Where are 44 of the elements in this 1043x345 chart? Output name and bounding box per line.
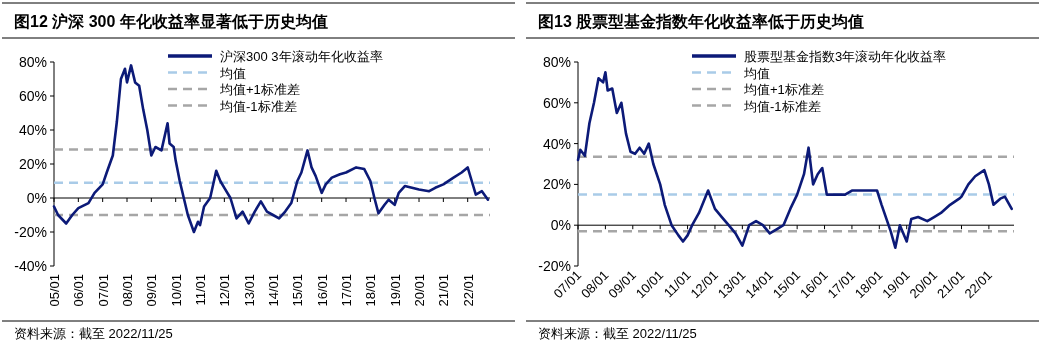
legend-label: 均值-1标准差: [743, 98, 821, 114]
x-tick-label: 11/01: [193, 274, 209, 306]
x-tick-label: 08/01: [120, 274, 135, 307]
legend-label: 均值: [219, 65, 246, 81]
legend-label: 均值-1标准差: [219, 98, 297, 114]
y-tick-label: 20%: [542, 176, 571, 193]
x-tick-label: 14/01: [266, 274, 282, 307]
legend-label: 均值+1标准差: [743, 82, 824, 97]
y-tick-label: 60%: [18, 88, 47, 104]
x-tick-label: 09/01: [144, 274, 160, 307]
y-tick-label: 0%: [26, 190, 47, 206]
x-tick-label: 19/01: [387, 274, 403, 307]
x-tick-label: 15/01: [290, 274, 306, 307]
x-tick-label: 16/01: [314, 274, 330, 307]
line-series: [52, 64, 490, 234]
y-tick-label: 80%: [18, 54, 47, 70]
legend-label: 均值+1标准差: [219, 82, 300, 97]
x-tick-label: 20/01: [412, 274, 428, 307]
x-tick-label: 10/01: [168, 274, 184, 307]
x-tick-label: 13/01: [241, 274, 257, 307]
text: 资料来源：截至 2022/11/25: [14, 326, 173, 341]
y-tick-label: -20%: [14, 224, 47, 240]
legend-label: 均值: [743, 65, 770, 81]
x-tick-label: 12/01: [217, 274, 233, 307]
x-tick-label: 21/01: [436, 274, 452, 307]
text: 资料来源：截至 2022/11/25: [538, 326, 697, 341]
y-tick-label: 60%: [542, 94, 571, 111]
x-tick-label: 07/01: [95, 274, 111, 307]
x-tick-label: 22/01: [460, 274, 476, 307]
x-tick-label: 05/01: [47, 274, 62, 307]
y-tick-label: 40%: [18, 122, 47, 138]
x-tick-label: 18/01: [363, 274, 379, 307]
chart-title: 图13 股票型基金指数年化收益率低于历史均值: [538, 12, 865, 30]
legend-label: 沪深300 3年滚动年化收益率: [220, 49, 383, 64]
y-tick-label: 40%: [542, 135, 571, 152]
x-tick-label: 17/01: [339, 274, 355, 307]
legend-label: 股票型基金指数3年滚动年化收益率: [744, 49, 947, 64]
chart-title: 图12 沪深 300 年化收益率显著低于历史均值: [14, 12, 328, 30]
x-tick-label: 06/01: [71, 274, 87, 307]
y-tick-label: 20%: [18, 156, 47, 172]
y-tick-label: 80%: [542, 54, 571, 70]
y-tick-label: -40%: [14, 258, 47, 274]
y-tick-label: -20%: [538, 258, 571, 274]
y-tick-label: 0%: [550, 217, 571, 234]
